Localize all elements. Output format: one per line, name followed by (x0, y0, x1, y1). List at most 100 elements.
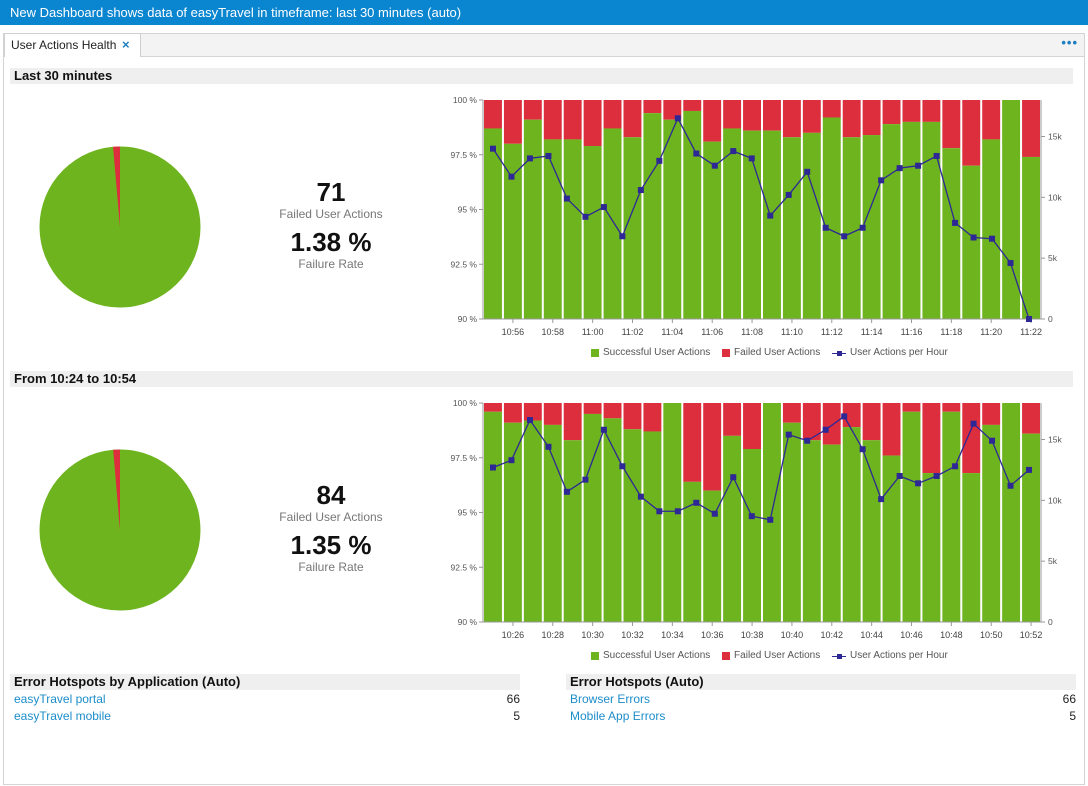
hotspot-link-easytravel-mobile[interactable]: easyTravel mobile (14, 709, 111, 723)
bar-failed (563, 403, 582, 441)
y2-tick-label: 10k (1048, 495, 1062, 505)
bar-success (802, 440, 821, 622)
line-point (841, 413, 848, 420)
bar-failed (643, 403, 662, 432)
x-tick-label: 10:36 (701, 630, 724, 640)
bar-success (882, 124, 901, 319)
line-point (767, 212, 774, 219)
legend-label: Failed User Actions (734, 650, 821, 661)
line-point (545, 443, 552, 450)
x-tick-label: 10:50 (980, 630, 1003, 640)
hotspot-row: easyTravel mobile 5 (14, 708, 520, 725)
error-hotspots-list: Browser Errors 66 Mobile App Errors 5 (570, 691, 1076, 725)
bar-failed (942, 100, 961, 149)
bar-failed (583, 100, 602, 146)
line-point (545, 152, 552, 159)
section-header-range: From 10:24 to 10:54 (10, 371, 1073, 387)
bar-success (842, 427, 861, 622)
bar-success (882, 455, 901, 622)
bar-success (922, 121, 941, 320)
hotspot-row: easyTravel portal 66 (14, 691, 520, 708)
x-tick-label: 10:42 (821, 630, 844, 640)
line-point (822, 426, 829, 433)
legend-label: Failed User Actions (734, 347, 821, 358)
bar-success (683, 481, 702, 622)
bar-failed (723, 403, 742, 436)
bar-success (503, 422, 522, 622)
hotspot-link-easytravel-portal[interactable]: easyTravel portal (14, 692, 106, 706)
line-point (878, 177, 885, 184)
bar-success (563, 139, 582, 319)
bar-failed (523, 100, 542, 120)
failed-user-actions-count: 84 (316, 480, 346, 510)
line-point (822, 224, 829, 231)
bar-success (782, 137, 801, 319)
bar-failed (683, 100, 702, 111)
y-tick-label: 97.5 % (451, 150, 478, 160)
line-point (508, 457, 515, 464)
bar-failed (743, 403, 761, 449)
y-tick-label: 95 % (458, 508, 478, 518)
bar-success (683, 110, 702, 319)
legend-swatch-success (591, 651, 599, 660)
legend-item-line: User Actions per Hour (831, 650, 948, 661)
tab-label: User Actions Health (11, 38, 117, 52)
bar-success (1002, 100, 1021, 319)
bar-failed (822, 100, 841, 118)
line-point (563, 488, 570, 495)
legend-item-line: User Actions per Hour (831, 347, 948, 358)
line-point (730, 148, 737, 155)
line-point (748, 513, 755, 520)
line-point (526, 417, 533, 424)
legend-swatch-failed (722, 348, 731, 357)
line-point (896, 165, 903, 172)
y2-tick-label: 10k (1048, 192, 1062, 202)
more-options-icon[interactable]: ••• (1061, 35, 1078, 50)
bar-success (743, 130, 761, 319)
y2-tick-label: 0 (1048, 617, 1053, 627)
x-tick-label: 10:40 (781, 630, 804, 640)
tab-user-actions-health[interactable]: User Actions Health × (4, 33, 141, 58)
bar-success (663, 403, 682, 622)
close-icon[interactable]: × (122, 37, 130, 52)
bar-success (663, 119, 682, 320)
x-tick-label: 10:26 (502, 630, 525, 640)
failure-rate-value: 1.35 % (290, 530, 372, 560)
line-point (730, 474, 737, 481)
bar-failed (962, 100, 981, 166)
x-tick-label: 10:44 (860, 630, 883, 640)
line-point (508, 173, 515, 180)
bar-success (922, 473, 941, 622)
line-point (804, 168, 811, 175)
line-point (656, 157, 663, 164)
bar-failed (982, 403, 1001, 425)
user-actions-chart-range: 90 % 92.5 % 95 % 97.5 % 100 % 0 5k 10k 15k 10:26 1… (451, 398, 1063, 640)
legend-label: User Actions per Hour (849, 650, 948, 661)
line-point (674, 508, 681, 515)
line-point (970, 234, 977, 241)
bar-success (643, 113, 662, 319)
hotspot-link-browser-errors[interactable]: Browser Errors (570, 692, 651, 706)
failure-rate-value: 1.38 % (290, 227, 372, 257)
bar-failed (922, 403, 941, 474)
line-point (915, 480, 922, 487)
line-point (748, 155, 755, 162)
hotspot-row: Mobile App Errors 5 (570, 708, 1076, 725)
line-point (490, 464, 496, 471)
kpi-panel-2: 84 Failed User Actions 1.35 % Failure Ra… (241, 480, 421, 574)
bar-failed (523, 403, 542, 421)
bar-failed (543, 100, 562, 140)
error-hotspots-by-application-list: easyTravel portal 66 easyTravel mobile 5 (14, 691, 520, 725)
window-title: New Dashboard shows data of easyTravel i… (0, 0, 1088, 25)
line-point (526, 155, 533, 162)
line-point (896, 473, 903, 479)
hotspot-link-mobile-app-errors[interactable]: Mobile App Errors (570, 709, 666, 723)
error-hotspots-by-application-header: Error Hotspots by Application (Auto) (10, 674, 520, 690)
section-header-last-30-minutes: Last 30 minutes (10, 68, 1073, 84)
legend-line-marker (831, 652, 846, 660)
line-point (563, 195, 570, 202)
bar-failed (902, 100, 921, 122)
hotspot-value: 66 (1062, 692, 1076, 706)
bar-failed (723, 100, 742, 129)
line-point (637, 187, 644, 194)
